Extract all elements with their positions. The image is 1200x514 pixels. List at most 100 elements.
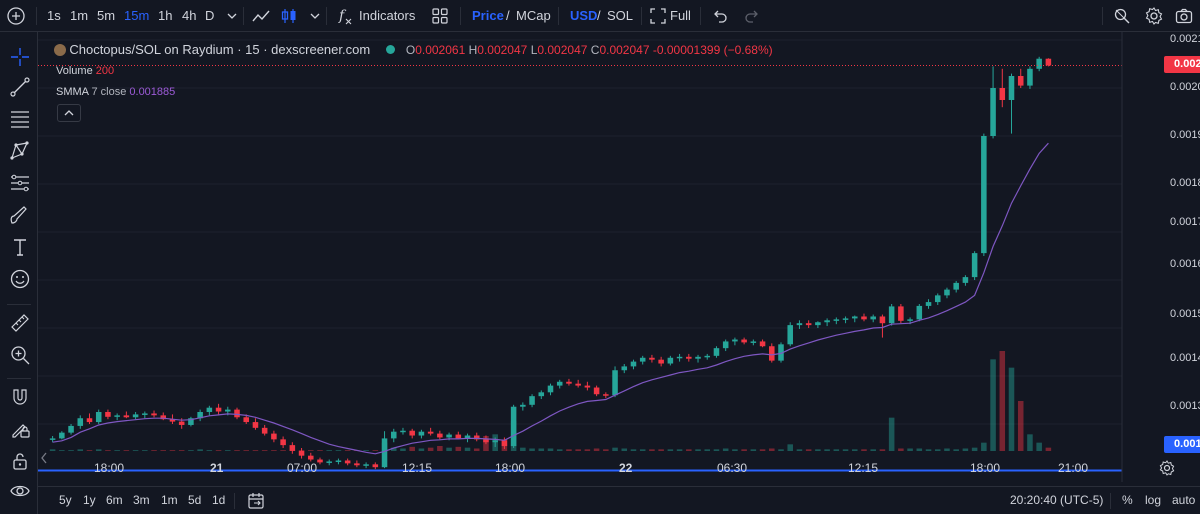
lock-drawing-icon[interactable] (9, 418, 31, 440)
volume-bar (713, 449, 720, 451)
candle-body (686, 356, 692, 359)
pattern-tool-icon[interactable] (9, 140, 31, 162)
quick-search-icon[interactable] (1112, 6, 1132, 26)
usd-toggle[interactable]: USD (570, 8, 598, 23)
price-tick: 0.001600 (1170, 258, 1200, 270)
lock-icon[interactable] (9, 450, 31, 472)
horizontal-lines-icon[interactable] (9, 108, 31, 130)
volume-bar (787, 444, 793, 451)
crosshair-icon[interactable] (9, 46, 31, 68)
candle-body (639, 357, 646, 362)
sol-toggle[interactable]: SOL (607, 8, 634, 23)
volume-bar (409, 446, 415, 451)
interval-d[interactable]: D (205, 8, 215, 23)
range-5d[interactable]: 5d (188, 493, 202, 507)
add-symbol-icon[interactable] (6, 6, 26, 26)
price-mcap-separator: / (506, 8, 510, 23)
date-range-calendar-icon[interactable] (246, 491, 266, 511)
chart-settings-icon[interactable] (1158, 459, 1176, 477)
camera-snapshot-icon[interactable] (1174, 6, 1194, 26)
range-3m[interactable]: 3m (133, 493, 150, 507)
undo-icon[interactable] (710, 6, 730, 26)
volume-bar (852, 449, 858, 451)
interval-5m[interactable]: 5m (97, 8, 116, 23)
interval-1s[interactable]: 1s (47, 8, 61, 23)
candle-body (981, 136, 987, 254)
mcap-toggle[interactable]: MCap (516, 8, 551, 23)
candle-body (778, 344, 784, 361)
scroll-left-icon[interactable] (40, 452, 48, 464)
time-tick: 18:00 (970, 461, 1001, 475)
volume-bar (520, 447, 526, 451)
interval-15m[interactable]: 15m (124, 8, 150, 23)
function-icon[interactable]: f (336, 6, 356, 26)
brush-icon[interactable] (9, 204, 31, 226)
legend-volume-row[interactable]: Volume 200 (56, 65, 114, 77)
candle-body (787, 325, 793, 345)
interval-1h[interactable]: 1h (158, 8, 173, 23)
grid-lines (38, 39, 1122, 425)
chart-pane[interactable]: 0.002100 0.002000 0.001900 0.001800 0.00… (38, 32, 1200, 482)
percent-toggle[interactable]: % (1122, 493, 1133, 507)
candle-body (916, 305, 923, 320)
price-toggle[interactable]: Price (472, 8, 504, 23)
volume-bar (888, 417, 895, 451)
smma-params: 7 close (91, 86, 127, 98)
candlestick-chart[interactable] (38, 32, 1200, 482)
candle-body (612, 370, 618, 396)
range-5y[interactable]: 5y (59, 493, 72, 507)
volume-bar (473, 448, 480, 451)
range-6m[interactable]: 6m (106, 493, 123, 507)
candle-body (750, 341, 757, 343)
indicators-button[interactable]: Indicators (359, 8, 416, 23)
volume-bar (981, 442, 987, 451)
text-tool-icon[interactable] (9, 236, 31, 258)
ruler-icon[interactable] (9, 312, 31, 334)
range-1m[interactable]: 1m (161, 493, 178, 507)
range-1y[interactable]: 1y (83, 493, 96, 507)
emoji-icon[interactable] (9, 268, 31, 290)
full-button[interactable]: Full (670, 8, 691, 23)
zoom-in-icon[interactable] (9, 344, 31, 366)
collapse-legend-button[interactable] (57, 104, 81, 122)
candle-body (575, 383, 581, 386)
chevron-down-icon[interactable] (222, 6, 242, 26)
candle-body (49, 438, 56, 440)
log-toggle[interactable]: log (1145, 493, 1162, 507)
redo-icon[interactable] (742, 6, 762, 26)
volume-bar (344, 450, 351, 451)
line-chart-icon[interactable] (251, 6, 271, 26)
volume-bar (418, 448, 425, 451)
interval-1m[interactable]: 1m (70, 8, 89, 23)
volume-bar (676, 449, 683, 451)
candle-body (335, 460, 342, 462)
fib-tool-icon[interactable] (9, 172, 31, 194)
chevron-down-icon[interactable] (305, 6, 325, 26)
volume-bar (971, 447, 978, 451)
trend-line-icon[interactable] (9, 76, 31, 98)
auto-toggle[interactable]: auto (1172, 493, 1196, 507)
clock-timezone[interactable]: 20:20:40 (UTC-5) (1010, 493, 1104, 507)
volume-bar (464, 447, 471, 451)
candle-body (492, 440, 498, 443)
layout-grid-icon[interactable] (430, 6, 450, 26)
volume-bar (833, 449, 840, 451)
magnet-icon[interactable] (9, 386, 31, 408)
interval-4h[interactable]: 4h (182, 8, 197, 23)
candle-body (298, 450, 305, 456)
range-1d[interactable]: 1d (212, 493, 226, 507)
candles-icon[interactable] (279, 6, 299, 26)
fullscreen-icon[interactable] (648, 6, 668, 26)
candle-body (59, 432, 65, 439)
candle-body (464, 435, 471, 439)
smma-line (52, 142, 1049, 455)
time-tick: 18:00 (495, 461, 526, 475)
settings-gear-icon[interactable] (1144, 6, 1164, 26)
volume-bar (529, 448, 535, 451)
eye-visibility-icon[interactable] (9, 480, 31, 502)
legend-smma-row[interactable]: SMMA 7 close 0.001885 (56, 86, 175, 98)
candle-body (271, 433, 277, 440)
symbol-title[interactable]: Choctopus/SOL on Raydium · 15 · dexscree… (69, 42, 371, 57)
candle-body (86, 418, 93, 423)
time-axis[interactable]: 18:00 21 07:00 12:15 18:00 22 06:30 12:1… (38, 455, 1200, 482)
